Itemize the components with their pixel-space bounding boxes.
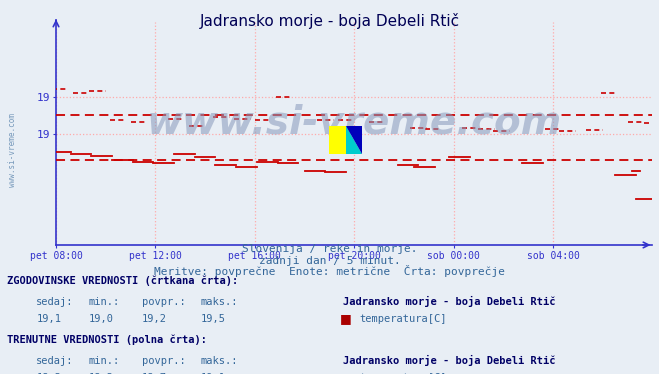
Bar [330, 126, 346, 154]
Text: 19,1: 19,1 [201, 373, 226, 374]
Text: 18,3: 18,3 [89, 373, 114, 374]
Text: povpr.:: povpr.: [142, 297, 185, 307]
Text: maks.:: maks.: [201, 356, 239, 366]
Text: 19,5: 19,5 [201, 314, 226, 324]
Text: ZGODOVINSKE VREDNOSTI (črtkana črta):: ZGODOVINSKE VREDNOSTI (črtkana črta): [7, 276, 238, 286]
Text: Jadransko morje - boja Debeli Rtič: Jadransko morje - boja Debeli Rtič [343, 355, 555, 366]
Text: 19,1: 19,1 [36, 314, 61, 324]
Text: ■: ■ [339, 312, 351, 325]
Text: maks.:: maks.: [201, 297, 239, 307]
Text: temperatura[C]: temperatura[C] [359, 373, 447, 374]
Text: Slovenija / reke in morje.: Slovenija / reke in morje. [242, 245, 417, 254]
Polygon shape [346, 126, 362, 154]
Text: 19,0: 19,0 [89, 314, 114, 324]
Text: TRENUTNE VREDNOSTI (polna črta):: TRENUTNE VREDNOSTI (polna črta): [7, 335, 206, 345]
Text: 18,7: 18,7 [142, 373, 167, 374]
Text: zadnji dan / 5 minut.: zadnji dan / 5 minut. [258, 256, 401, 266]
Text: Jadransko morje - boja Debeli Rtič: Jadransko morje - boja Debeli Rtič [200, 13, 459, 29]
Text: sedaj:: sedaj: [36, 356, 74, 366]
Polygon shape [346, 126, 362, 154]
Text: ■: ■ [339, 371, 351, 374]
Text: 19,2: 19,2 [142, 314, 167, 324]
Text: min.:: min.: [89, 356, 120, 366]
Text: min.:: min.: [89, 297, 120, 307]
Text: sedaj:: sedaj: [36, 297, 74, 307]
Text: temperatura[C]: temperatura[C] [359, 314, 447, 324]
Text: www.si-vreme.com: www.si-vreme.com [8, 113, 17, 187]
Text: www.si-vreme.com: www.si-vreme.com [146, 104, 562, 142]
Text: povpr.:: povpr.: [142, 356, 185, 366]
Text: Jadransko morje - boja Debeli Rtič: Jadransko morje - boja Debeli Rtič [343, 296, 555, 307]
Text: Meritve: povprečne  Enote: metrične  Črta: povprečje: Meritve: povprečne Enote: metrične Črta:… [154, 265, 505, 277]
Text: 18,3: 18,3 [36, 373, 61, 374]
